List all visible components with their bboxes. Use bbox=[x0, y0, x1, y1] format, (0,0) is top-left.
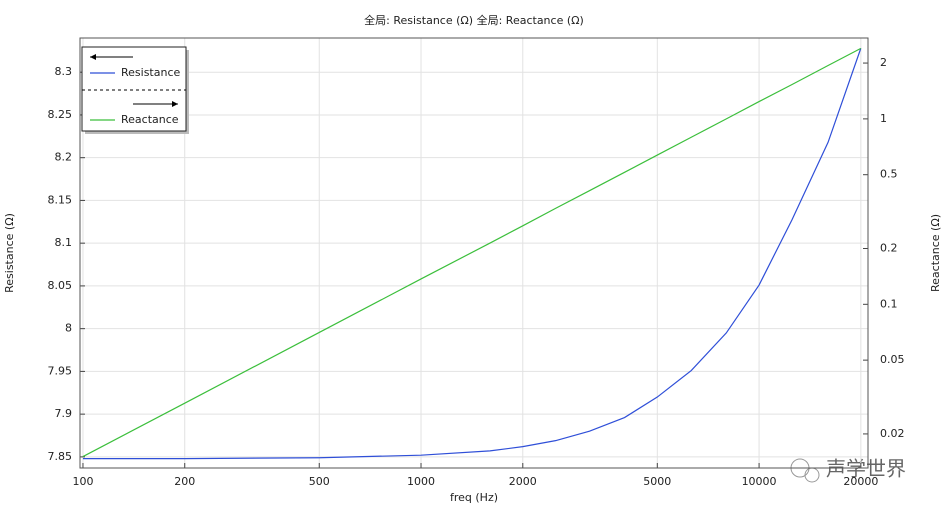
y2-tick-label: 0.02 bbox=[880, 427, 905, 440]
x-tick-label: 1000 bbox=[407, 475, 435, 488]
y2-tick-label: 0.05 bbox=[880, 353, 905, 366]
y-axis-label: Resistance (Ω) bbox=[3, 213, 16, 293]
x-tick-label: 5000 bbox=[643, 475, 671, 488]
x-tick-label: 2000 bbox=[509, 475, 537, 488]
x-tick-label: 100 bbox=[72, 475, 93, 488]
x-tick-label: 500 bbox=[309, 475, 330, 488]
legend-arrow-head bbox=[172, 101, 178, 107]
y-tick-label: 7.85 bbox=[48, 450, 73, 463]
y2-tick-label: 1 bbox=[880, 112, 887, 125]
legend-label: Resistance bbox=[121, 66, 181, 79]
x-tick-label: 20000 bbox=[843, 475, 878, 488]
x-tick-label: 200 bbox=[174, 475, 195, 488]
y-tick-label: 8.05 bbox=[48, 279, 73, 292]
y-tick-label: 8.15 bbox=[48, 193, 73, 206]
legend-label: Reactance bbox=[121, 113, 179, 126]
y2-tick-label: 2 bbox=[880, 56, 887, 69]
legend-arrow-head bbox=[90, 54, 96, 60]
y-tick-label: 8 bbox=[65, 322, 72, 335]
y-tick-label: 8.25 bbox=[48, 108, 73, 121]
series-line bbox=[82, 48, 862, 460]
x-axis-label: freq (Hz) bbox=[450, 491, 498, 504]
y-tick-label: 8.2 bbox=[55, 151, 73, 164]
y2-tick-label: 0.5 bbox=[880, 168, 898, 181]
y-tick-label: 8.3 bbox=[55, 65, 73, 78]
y2-axis-label: Reactance (Ω) bbox=[929, 214, 942, 292]
chart-title: 全局: Resistance (Ω) 全局: Reactance (Ω) bbox=[364, 13, 584, 27]
y-tick-label: 8.1 bbox=[55, 236, 73, 249]
series-line bbox=[82, 47, 862, 458]
y-tick-label: 7.9 bbox=[55, 407, 73, 420]
plot-frame bbox=[79, 37, 869, 469]
y2-tick-label: 0.2 bbox=[880, 241, 898, 254]
legend-box bbox=[81, 46, 187, 132]
y-tick-label: 7.95 bbox=[48, 364, 73, 377]
y2-tick-label: 0.1 bbox=[880, 297, 898, 310]
x-tick-label: 10000 bbox=[742, 475, 777, 488]
legend: Resistance Reactance bbox=[81, 46, 189, 134]
